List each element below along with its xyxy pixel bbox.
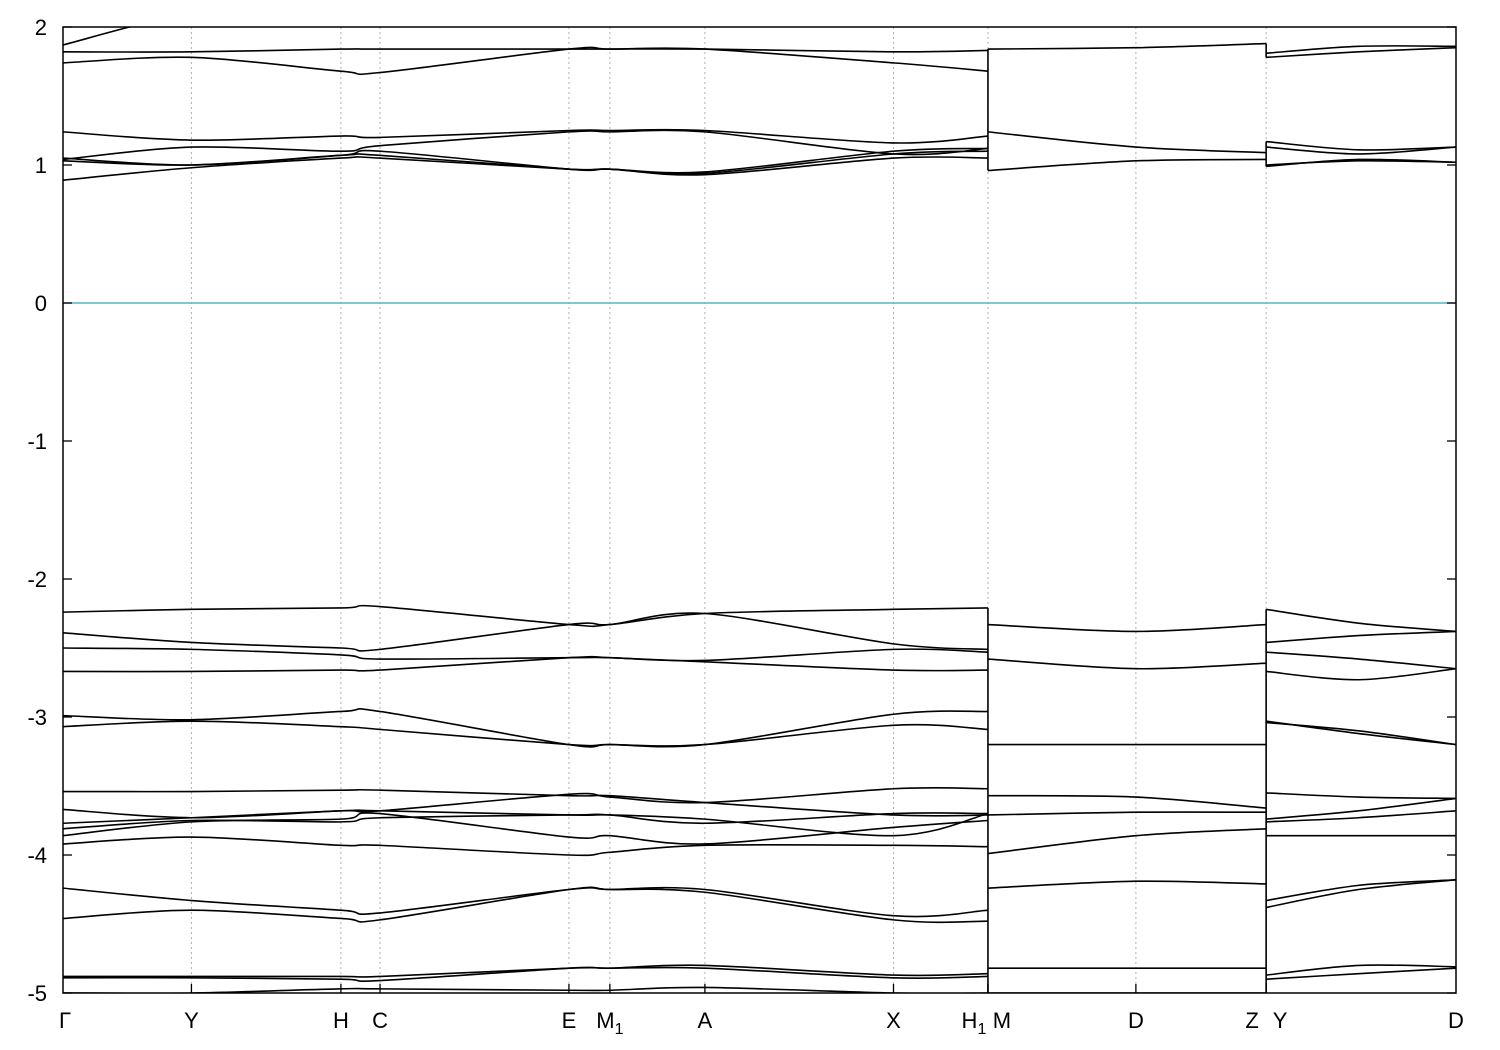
band-line — [1266, 45, 1456, 55]
y-tick-label: 2 — [35, 15, 47, 40]
band-line — [63, 809, 989, 837]
band-line — [63, 886, 988, 918]
band-line — [1266, 720, 1456, 746]
band-line — [63, 156, 988, 181]
y-tick-label: 1 — [35, 153, 47, 178]
band-line — [63, 886, 988, 924]
band-line — [63, 788, 988, 817]
band-line — [1266, 46, 1456, 59]
band-line — [63, 48, 988, 53]
band-line — [987, 658, 1267, 670]
y-axis: -5 -4 -3 -2 -1 0 1 2 — [27, 15, 1456, 1006]
band-line — [63, 147, 988, 174]
kpoint-label: E — [562, 1008, 577, 1033]
band-line — [1266, 630, 1456, 644]
band-line — [1266, 667, 1456, 681]
kpoint-label: H — [333, 1008, 349, 1033]
band-line — [63, 966, 988, 980]
kpoint-label: D — [1128, 1008, 1144, 1033]
band-line — [987, 131, 1267, 154]
band-line — [63, 612, 988, 652]
band-line — [63, 128, 989, 144]
band-line — [1266, 964, 1456, 976]
band-line — [63, 604, 988, 628]
band-line — [987, 794, 1267, 809]
x-axis-kpoints: Γ Y H C E M1 A X H1 M D Z Y D — [59, 984, 1464, 1038]
band-line — [1266, 608, 1456, 633]
band-line — [63, 129, 988, 161]
y-tick-label: -5 — [27, 981, 47, 1006]
band-line — [1266, 146, 1456, 155]
kpoint-label: Z — [1245, 1008, 1258, 1033]
kpoint-label: Y — [184, 1008, 199, 1033]
band-line — [63, 964, 988, 982]
band-line — [987, 811, 1267, 816]
band-line — [63, 46, 989, 76]
band-line — [987, 827, 1267, 855]
band-line — [1266, 810, 1456, 823]
band-line — [1266, 967, 1456, 980]
band-line — [63, 655, 988, 673]
band-line — [1266, 879, 1456, 902]
band-line — [987, 880, 1267, 889]
kpoint-label: C — [372, 1008, 388, 1033]
band-line — [1265, 879, 1456, 909]
kpoint-label: X — [886, 1008, 901, 1033]
kpoint-label: A — [698, 1008, 713, 1033]
y-tick-label: -1 — [27, 429, 47, 454]
kpoint-label: Y — [1273, 1008, 1288, 1033]
band-line — [987, 158, 1267, 172]
band-line — [1266, 159, 1456, 166]
bands-layer — [63, 27, 1456, 993]
kpoint-label: H1 — [962, 1008, 987, 1038]
band-line — [63, 836, 988, 857]
band-line — [987, 623, 1267, 633]
kpoint-label: D — [1448, 1008, 1464, 1033]
plot-frame — [62, 26, 1457, 994]
band-line — [1266, 797, 1456, 820]
band-line — [63, 720, 988, 747]
band-line — [63, 812, 988, 830]
discontinuity-layer — [987, 43, 1267, 993]
band-line — [1266, 140, 1456, 151]
band-line — [1266, 651, 1456, 670]
band-line — [63, 647, 988, 662]
y-tick-label: -3 — [27, 705, 47, 730]
band-line — [63, 708, 988, 748]
y-tick-label: 0 — [35, 291, 47, 316]
y-tick-label: -4 — [27, 843, 47, 868]
y-tick-label: -2 — [27, 567, 47, 592]
band-line — [1266, 792, 1456, 800]
kpoint-label: M — [993, 1008, 1011, 1033]
kpoint-label: Γ — [59, 1008, 71, 1033]
kpoint-label: M1 — [596, 1008, 623, 1038]
band-line — [987, 42, 1267, 50]
band-line — [63, 27, 133, 46]
